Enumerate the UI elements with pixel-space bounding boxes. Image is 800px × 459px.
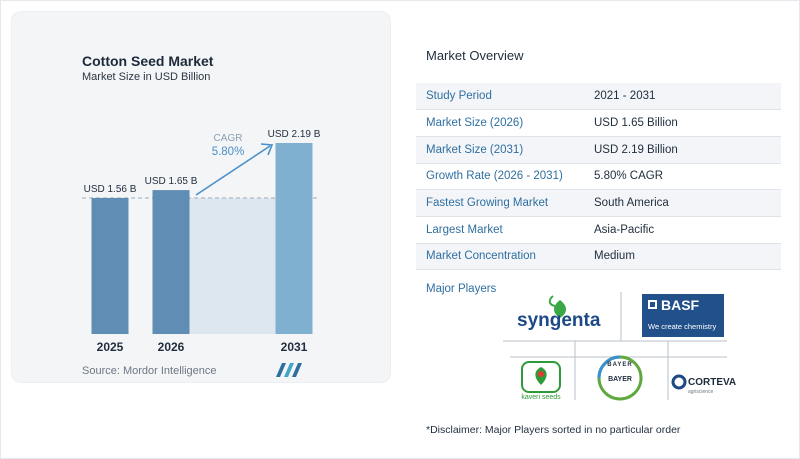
row-label: Largest Market <box>416 216 584 244</box>
syngenta-logo: syngenta <box>517 295 601 331</box>
cagr-value: 5.80% <box>212 146 245 158</box>
row-value: Medium <box>584 243 781 271</box>
row-value: USD 2.19 Billion <box>584 136 781 164</box>
table-row: Fastest Growing Market South America <box>416 189 781 217</box>
overview-title: Market Overview <box>426 48 524 63</box>
table-row: Market Size (2031) USD 2.19 Billion <box>416 136 781 164</box>
bayer-wordmark-vertical: BAYER <box>607 362 632 368</box>
tick-label: 2025 <box>97 340 124 354</box>
basf-logo: BASF We create chemistry <box>642 294 724 337</box>
corteva-logo: CORTEVA agriscience <box>671 374 736 395</box>
data-label: USD 1.56 B <box>84 184 137 195</box>
corteva-sub: agriscience <box>688 389 714 395</box>
growth-band <box>189 198 276 334</box>
bar-2031 <box>275 143 313 334</box>
row-value: Asia-Pacific <box>584 216 781 244</box>
table-row: Largest Market Asia-Pacific <box>416 216 781 244</box>
syngenta-wordmark: syngenta <box>517 310 601 331</box>
table-row: Market Size (2026) USD 1.65 Billion <box>416 109 781 137</box>
corteva-wordmark: CORTEVA <box>688 377 736 388</box>
cagr-arrow <box>195 145 271 196</box>
row-value: USD 1.65 Billion <box>584 109 781 137</box>
table-row: Study Period 2021 - 2031 <box>416 83 781 111</box>
data-label: USD 1.65 B <box>145 176 198 187</box>
row-label: Market Concentration <box>416 243 584 271</box>
major-players-title: Major Players <box>426 283 497 295</box>
row-label: Study Period <box>416 83 584 111</box>
bayer-logo: BAYER BAYER <box>597 355 643 401</box>
row-label: Growth Rate (2026 - 2031) <box>416 163 584 191</box>
row-label: Fastest Growing Market <box>416 189 584 217</box>
disclaimer: *Disclaimer: Major Players sorted in no … <box>426 424 681 436</box>
chart-title: Cotton Seed Market <box>82 53 214 69</box>
bar-2026 <box>152 190 190 334</box>
row-value: 2021 - 2031 <box>584 83 781 111</box>
cagr-label: CAGR <box>214 133 243 144</box>
row-value: South America <box>584 189 781 217</box>
basf-tagline: We create chemistry <box>648 322 716 331</box>
data-label: USD 2.19 B <box>268 129 321 140</box>
tick-label: 2026 <box>158 340 185 354</box>
row-value: 5.80% CAGR <box>584 163 781 191</box>
table-row: Growth Rate (2026 - 2031) 5.80% CAGR <box>416 163 781 191</box>
bar-2025 <box>91 197 129 334</box>
mordor-logo-icon <box>276 363 302 377</box>
chart-subtitle: Market Size in USD Billion <box>82 71 211 83</box>
basf-wordmark: BASF <box>661 297 700 313</box>
overview-table: Study Period 2021 - 2031 Market Size (20… <box>416 83 781 271</box>
tick-label: 2031 <box>281 340 308 354</box>
cagr-arrow-head <box>260 143 274 156</box>
kaveri-wordmark: kaveri seeds <box>521 394 561 401</box>
row-label: Market Size (2026) <box>416 109 584 137</box>
table-row: Market Concentration Medium <box>416 243 781 271</box>
kaveri-logo: kaveri seeds <box>521 361 561 401</box>
row-label: Market Size (2031) <box>416 136 584 164</box>
source-text: Source: Mordor Intelligence <box>82 365 217 377</box>
bayer-wordmark: BAYER <box>608 376 632 383</box>
